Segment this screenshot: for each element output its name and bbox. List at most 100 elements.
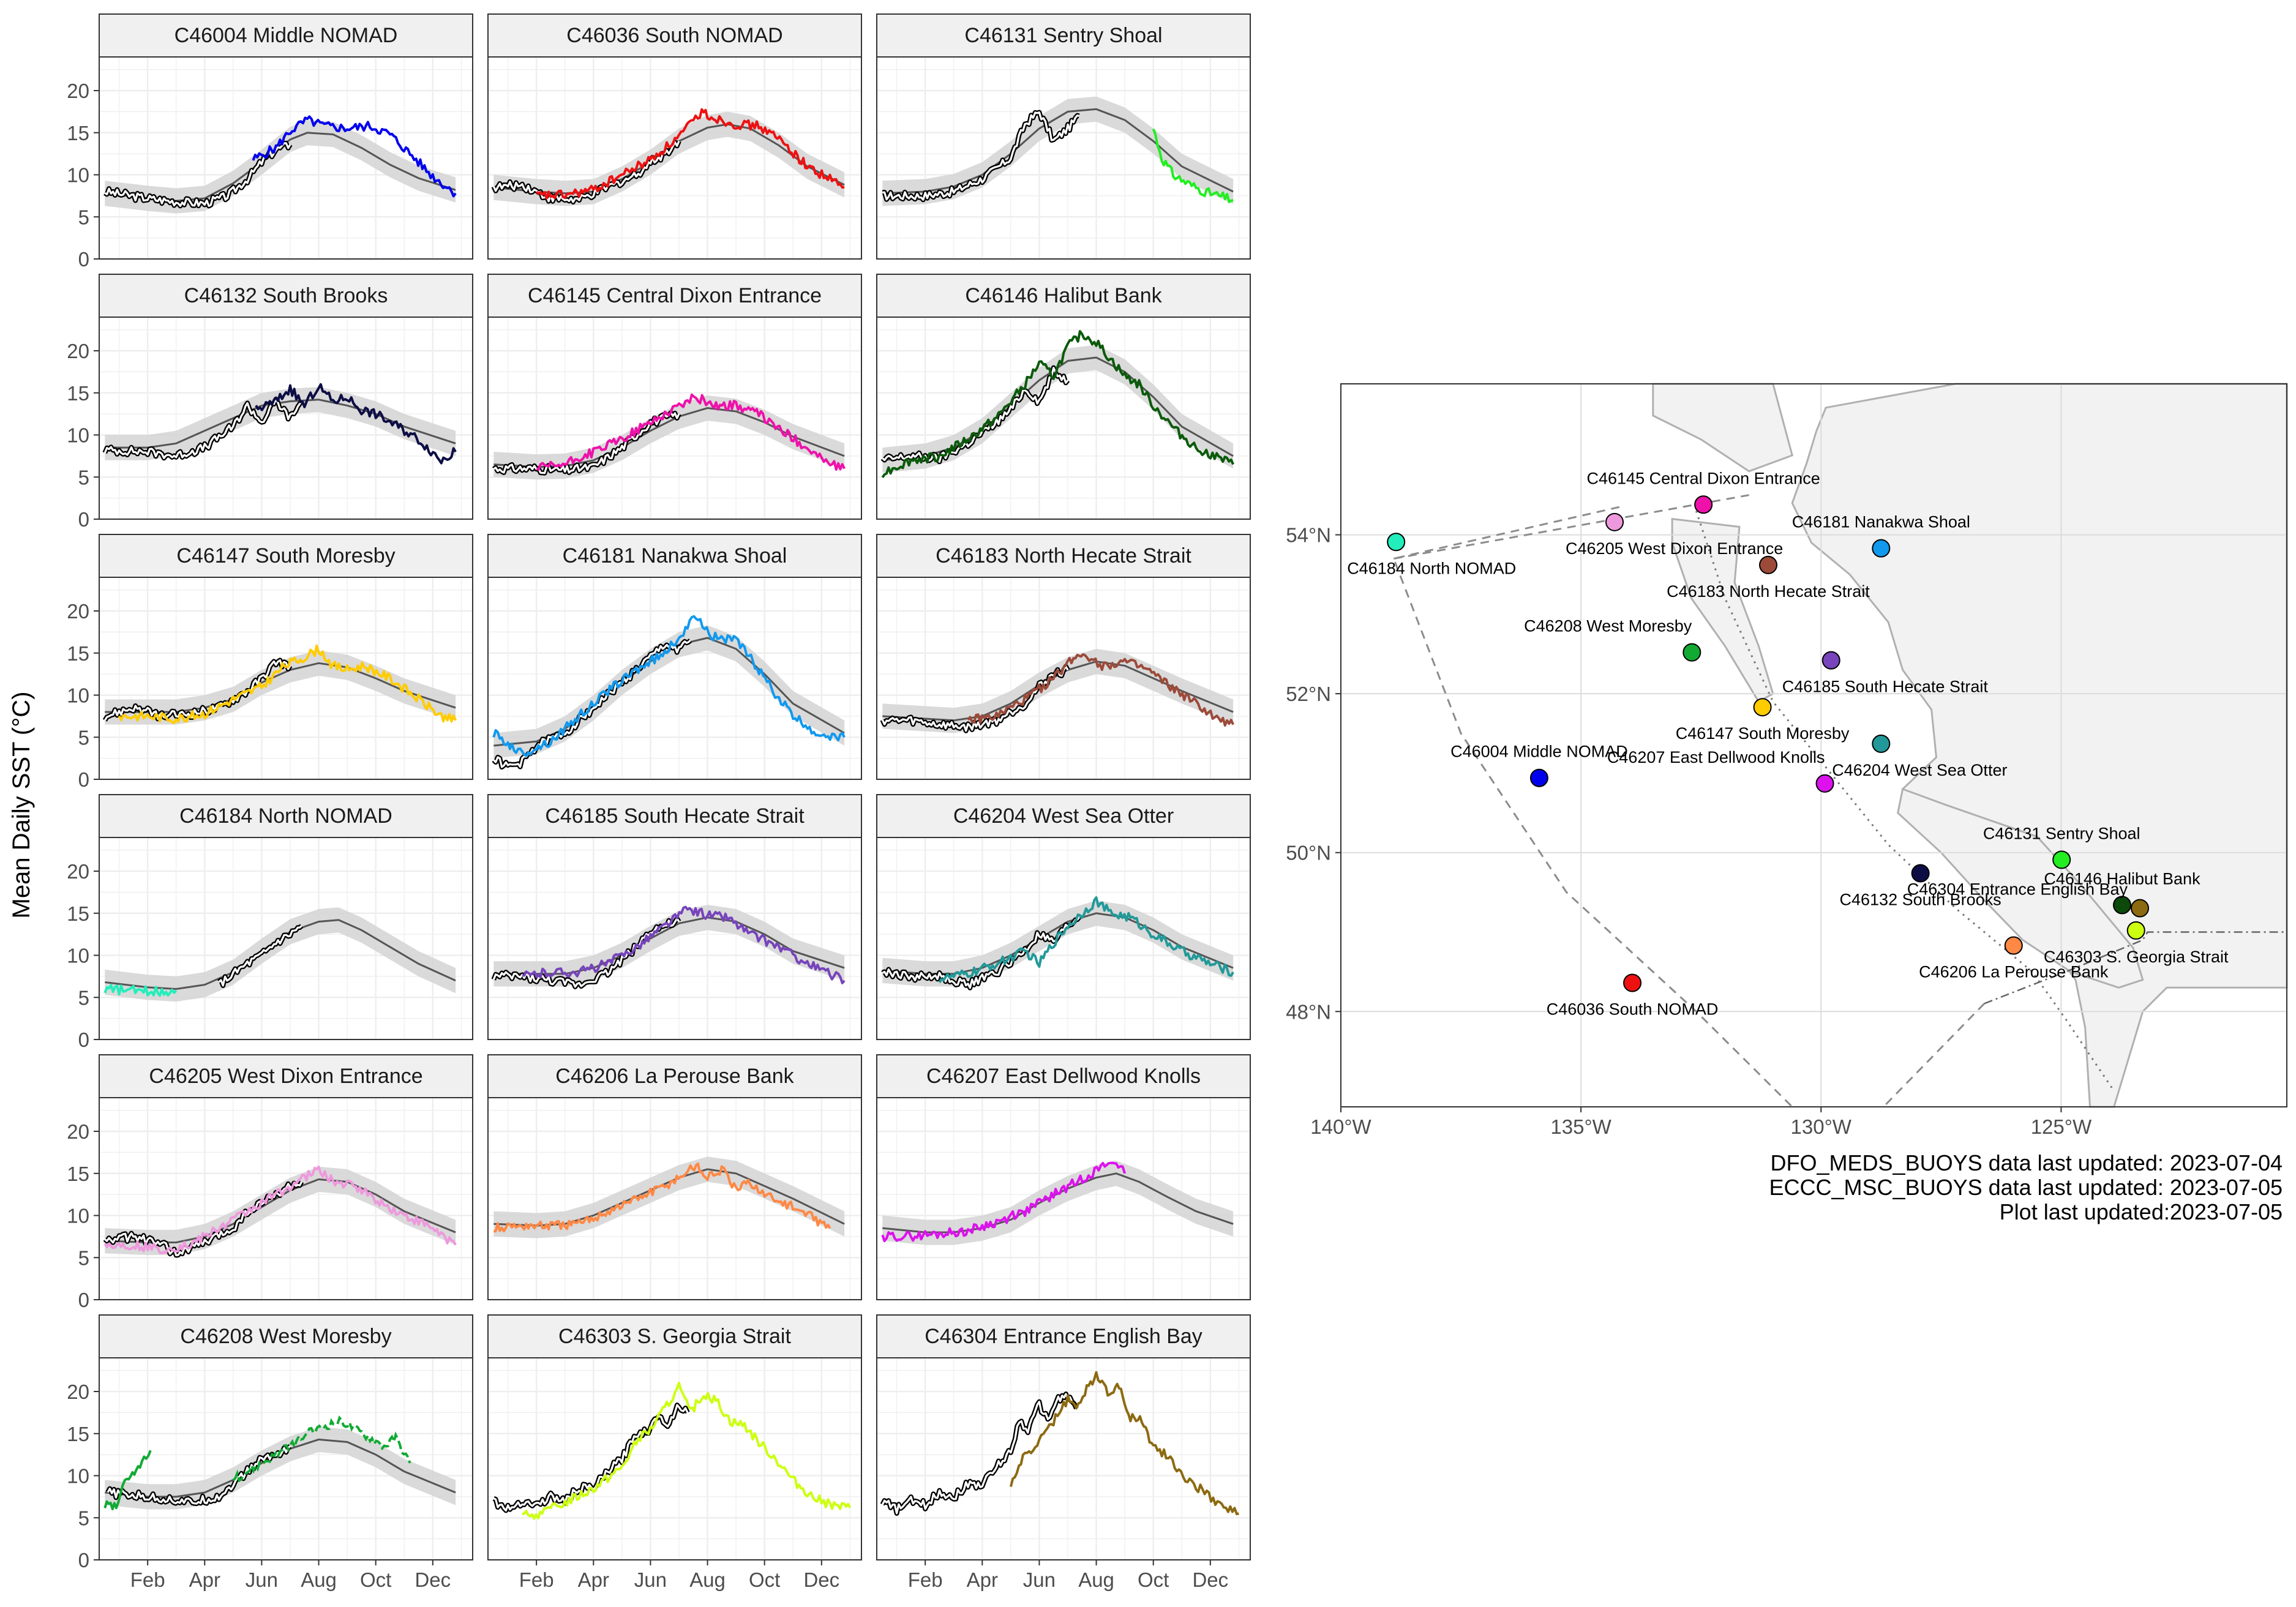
- panel-border: [487, 1357, 862, 1560]
- station-marker: [2004, 936, 2023, 955]
- facet-panel: C46183 North Hecate Strait: [876, 534, 1251, 781]
- station-marker: [1815, 774, 1834, 793]
- current-year-line: [493, 1162, 831, 1233]
- panel-header: [99, 534, 473, 578]
- y-tick-label: 15: [67, 122, 89, 144]
- buoy-station: C46132 South Brooks: [1840, 864, 2001, 908]
- eez-boundary: [1883, 1003, 1985, 1108]
- climatology-line: [493, 916, 845, 975]
- current-year-line: [103, 984, 178, 997]
- map-x-tick-label: 135°W: [1550, 1115, 1611, 1138]
- panel-title: C46184 North NOMAD: [179, 804, 392, 828]
- facet-panel: C46184 North NOMAD 0 5 10 15 20: [67, 794, 473, 1051]
- last-year-line: [492, 140, 680, 203]
- station-label: C46183 North Hecate Strait: [1667, 582, 1870, 601]
- climatology-line: [105, 1178, 456, 1243]
- panel-title: C46036 South NOMAD: [566, 24, 782, 47]
- panel-border: [876, 837, 1251, 1040]
- x-tick-label: Feb: [130, 1568, 165, 1591]
- station-label: C46147 South Moresby: [1676, 724, 1850, 743]
- historical-range-band: [882, 96, 1234, 206]
- facet-panel: C46131 Sentry Shoal: [876, 13, 1251, 260]
- international-border: [1984, 931, 2287, 1005]
- map-y-tick-label: 50°N: [1286, 842, 1331, 864]
- panel-header: [876, 274, 1251, 318]
- buoy-station: C46207 East Dellwood Knolls: [1607, 748, 1834, 793]
- facet-panel: C46145 Central Dixon Entrance: [487, 274, 862, 520]
- buoy-station: C46205 West Dixon Entrance: [1566, 512, 1783, 558]
- last-year-line: [103, 398, 302, 459]
- panel-title: C46303 S. Georgia Strait: [558, 1325, 791, 1348]
- panel-header: [876, 534, 1251, 578]
- buoy-location-map: 140°W 135°W 130°W 125°W 48°N 50°N 52°N 54°N C461…: [1286, 383, 2288, 1138]
- current-year-line: [103, 1165, 457, 1254]
- panel-border: [99, 56, 473, 260]
- panel-title: C46145 Central Dixon Entrance: [528, 284, 822, 307]
- y-tick-label: 20: [67, 600, 89, 623]
- historical-range-band: [493, 111, 845, 206]
- facet-panel: C46036 South NOMAD: [487, 13, 862, 260]
- station-label: C46181 Nanakwa Shoal: [1792, 513, 1970, 531]
- panel-header: [99, 1054, 473, 1098]
- panel-title: C46204 West Sea Otter: [953, 804, 1174, 828]
- station-label: C46303 S. Georgia Strait: [2044, 948, 2229, 966]
- x-tick-label: Jun: [246, 1568, 278, 1591]
- buoy-station: C46146 Halibut Bank: [2044, 869, 2200, 915]
- y-tick-label: 5: [78, 1507, 89, 1529]
- x-tick-label: Jun: [634, 1568, 667, 1591]
- station-label: C46206 La Perouse Bank: [1919, 963, 2109, 981]
- facet-panel: C46206 La Perouse Bank: [487, 1054, 862, 1301]
- historical-range-band: [493, 1156, 845, 1238]
- panel-border: [99, 577, 473, 780]
- y-tick-label: 10: [67, 424, 89, 447]
- station-label: C46146 Halibut Bank: [2044, 869, 2200, 888]
- panel-header: [99, 274, 473, 318]
- station-marker: [1605, 512, 1624, 531]
- panel-title: C46146 Halibut Bank: [965, 284, 1162, 307]
- current-year-line: [522, 905, 846, 984]
- panel-border: [876, 56, 1251, 260]
- current-year-line: [522, 1382, 852, 1520]
- panel-border: [99, 837, 473, 1040]
- panel-title: C46131 Sentry Shoal: [964, 24, 1162, 47]
- buoy-station: C46185 South Hecate Strait: [1782, 651, 1989, 696]
- station-label: C46185 South Hecate Strait: [1782, 678, 1989, 696]
- station-label: C46131 Sentry Shoal: [1983, 824, 2140, 842]
- current-year-line: [881, 1161, 1127, 1243]
- station-marker: [1623, 973, 1642, 992]
- buoy-station: C46036 South NOMAD: [1547, 973, 1719, 1019]
- y-tick-label: 20: [67, 340, 89, 362]
- footer-note: Plot last updated:2023-07-05: [2000, 1199, 2283, 1224]
- panel-title: C46207 East Dellwood Knolls: [926, 1065, 1201, 1088]
- y-tick-label: 20: [67, 1120, 89, 1143]
- buoy-station: C46004 Middle NOMAD: [1450, 743, 1628, 787]
- current-year-line: [535, 108, 845, 200]
- station-label: C46036 South NOMAD: [1547, 1000, 1719, 1019]
- map-y-tick-label: 54°N: [1286, 524, 1331, 547]
- station-label: C46208 West Moresby: [1524, 617, 1692, 635]
- panel-header: [487, 534, 862, 578]
- panel-title: C46181 Nanakwa Shoal: [563, 544, 787, 568]
- panel-border: [487, 56, 862, 260]
- x-tick-label: Oct: [360, 1568, 391, 1591]
- historical-range-band: [493, 625, 845, 759]
- y-axis-title: Mean Daily SST (°C): [8, 692, 35, 919]
- station-marker: [2052, 850, 2071, 869]
- panel-title: C46205 West Dixon Entrance: [149, 1065, 422, 1088]
- facet-panel: C46304 Entrance English Bay Feb Apr Jun Aug O…: [876, 1314, 1251, 1591]
- y-tick-label: 5: [78, 726, 89, 749]
- last-year-line: [492, 917, 680, 988]
- station-label: C46204 West Sea Otter: [1832, 761, 2007, 779]
- x-tick-label: Oct: [749, 1568, 780, 1591]
- map-x-tick-label: 140°W: [1310, 1115, 1371, 1138]
- y-tick-label: 10: [67, 1205, 89, 1227]
- current-year-line: [967, 653, 1234, 727]
- historical-range-band: [882, 901, 1234, 987]
- panel-header: [487, 13, 862, 58]
- panel-header: [487, 794, 862, 838]
- panel-border: [876, 1357, 1251, 1560]
- station-label: C46304 Entrance English Bay: [1907, 880, 2128, 899]
- last-year-line: [493, 411, 680, 474]
- x-tick-label: Dec: [415, 1568, 451, 1591]
